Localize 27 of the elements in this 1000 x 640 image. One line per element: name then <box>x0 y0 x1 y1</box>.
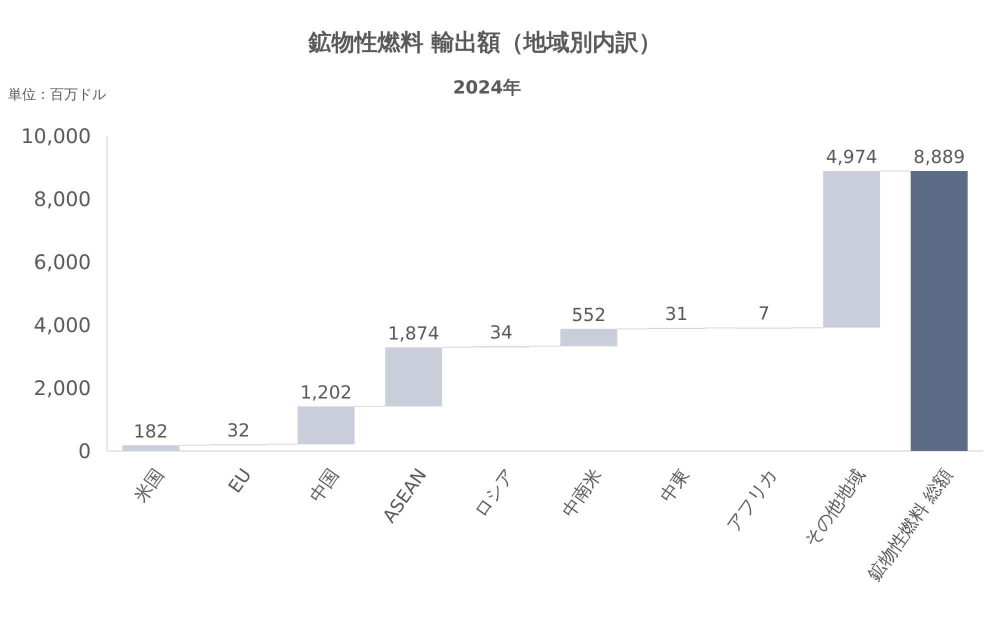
y-tick-label: 6,000 <box>34 250 91 274</box>
data-label: 4,974 <box>826 147 878 168</box>
subtitle: 2024年 <box>452 78 522 98</box>
y-tick-label: 2,000 <box>34 376 91 400</box>
data-label: 182 <box>134 421 168 442</box>
x-tick-label: 中南米 <box>558 464 606 522</box>
x-tick-label: EU <box>224 464 256 498</box>
y-tick-label: 4,000 <box>34 313 91 337</box>
data-label: 1,874 <box>388 323 440 344</box>
data-label: 7 <box>758 304 770 325</box>
x-tick-label: その他地域 <box>800 464 870 551</box>
x-tick-label: アフリカ <box>723 464 782 536</box>
x-tick-label: 米国 <box>130 464 168 506</box>
annotation: 単位：百万ドル <box>8 87 106 103</box>
x-tick-label: 中東 <box>656 464 694 506</box>
data-label: 8,889 <box>913 147 965 168</box>
title: 鉱物性燃料 輸出額（地域別内訳） <box>308 30 662 56</box>
y-tick-label: 8,000 <box>34 187 91 211</box>
x-tick-label: ロシア <box>470 464 519 522</box>
y-tick-label: 10,000 <box>21 124 91 148</box>
data-label: 552 <box>572 304 606 326</box>
data-label: 34 <box>490 322 513 344</box>
data-label: 1,202 <box>300 382 352 404</box>
data-label: 32 <box>226 420 250 442</box>
x-tick-label: 中国 <box>306 464 344 506</box>
data-label: 31 <box>664 304 688 325</box>
y-tick-label: 0 <box>78 439 91 463</box>
